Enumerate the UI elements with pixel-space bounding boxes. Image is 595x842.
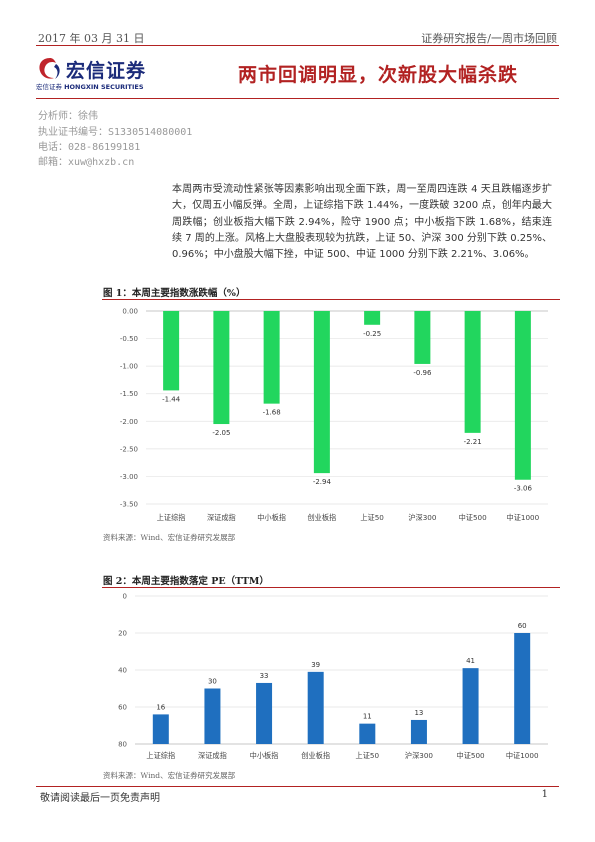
bar (462, 668, 479, 744)
change-bar-chart: 0.00 -0.50 -1.00 -1.50 -2.00 -2.50 -3.00 -3.50 -… (120, 308, 548, 522)
data-label: 39 (311, 661, 320, 669)
category-label: 深证成指 (198, 751, 227, 760)
data-label: -3.06 (514, 485, 533, 493)
analyst-name: 分析师：徐伟 (38, 111, 98, 122)
y-tick-label: 40 (118, 667, 127, 675)
company-logo: 宏信证券 宏信证券 HONGXIN SECURITIES (36, 56, 166, 92)
footer-divider (36, 786, 559, 787)
data-label: 41 (466, 657, 475, 665)
bar (163, 311, 180, 391)
data-label: 60 (518, 622, 527, 630)
category-label: 中证500 (459, 513, 488, 522)
y-tick-label: 80 (118, 741, 127, 749)
bar (464, 311, 481, 433)
category-label: 上证综指 (157, 513, 186, 522)
analyst-phone: 电话：028-86199181 (38, 142, 141, 153)
y-tick-label: -3.50 (120, 501, 138, 509)
page-number: 1 (541, 789, 548, 800)
data-label: -2.05 (212, 429, 230, 437)
pe-bar-chart: 0 20 40 60 80 16 上证综指 30 深证成指 33 中小板指 39 创业板指 11 上证50 1… (118, 593, 548, 760)
bar (263, 311, 280, 404)
bar (414, 311, 431, 364)
header-divider (36, 45, 559, 46)
category-label: 沪深300 (408, 513, 437, 522)
analyst-email: 邮箱：xuw@hxzb.cn (38, 157, 135, 168)
data-label: -2.94 (313, 478, 332, 486)
figure2-title: 图 2：本周主要指数落定 PE（TTM） (103, 576, 269, 587)
category-label: 中小板指 (257, 513, 286, 522)
title-divider (36, 98, 559, 99)
y-tick-label: -1.00 (120, 363, 138, 371)
bar (514, 633, 531, 744)
y-tick-label: -0.50 (120, 335, 138, 343)
figure1-title: 图 1：本周主要指数涨跌幅（%） (103, 288, 246, 299)
category-label: 中证500 (457, 751, 486, 760)
category-label: 创业板指 (301, 751, 330, 760)
report-type: 证券研究报告/一周市场回顾 (421, 32, 557, 45)
data-label: 13 (414, 709, 423, 717)
y-tick-label: -2.50 (120, 445, 138, 453)
figure2-source: 资料来源：Wind、宏信证券研究发展部 (103, 771, 236, 780)
y-tick-label: -2.00 (120, 418, 138, 426)
analyst-license: 执业证书编号：S1330514080001 (38, 127, 193, 138)
data-label: -1.68 (263, 409, 281, 417)
category-label: 深证成指 (207, 513, 236, 522)
bar (359, 723, 376, 744)
data-label: -0.25 (363, 330, 381, 338)
bar (307, 671, 324, 744)
logo-name: 宏信证券 (66, 60, 147, 82)
y-tick-label: -3.00 (120, 473, 138, 481)
bar (256, 682, 273, 744)
y-tick-label: 20 (118, 630, 127, 638)
y-tick-label: -1.50 (120, 390, 138, 398)
logo-mark-icon (39, 58, 60, 79)
bar (313, 311, 330, 474)
category-label: 中证1000 (506, 751, 539, 760)
category-label: 上证50 (360, 513, 384, 522)
data-label: 11 (363, 713, 372, 721)
bar (152, 714, 169, 744)
summary-paragraph: 本周两市受流动性紧张等因素影响出现全面下跌，周一至周四连跌 4 天且跌幅逐步扩大… (172, 184, 552, 261)
data-label: 16 (156, 703, 165, 711)
bar (204, 688, 221, 744)
category-label: 创业板指 (307, 513, 336, 522)
figure1-divider (102, 299, 560, 300)
y-tick-label: 60 (118, 704, 127, 712)
category-label: 上证综指 (146, 751, 175, 760)
category-label: 中证1000 (507, 513, 540, 522)
logo-tagline: 宏信证券 HONGXIN SECURITIES (36, 83, 144, 91)
data-label: 33 (260, 672, 269, 680)
bar (364, 311, 381, 325)
bar (514, 311, 531, 480)
data-label: -1.44 (162, 395, 181, 403)
report-date: 2017 年 03 月 31 日 (38, 32, 145, 45)
disclaimer-note: 敬请阅读最后一页免责声明 (40, 793, 160, 804)
category-label: 沪深300 (405, 751, 434, 760)
y-tick-label: 0 (123, 593, 127, 601)
y-tick-label: 0.00 (122, 308, 138, 316)
category-label: 上证50 (356, 751, 380, 760)
category-label: 中小板指 (250, 751, 279, 760)
data-label: 30 (208, 678, 217, 686)
bar (213, 311, 230, 425)
figure1-source: 资料来源：Wind、宏信证券研究发展部 (103, 533, 236, 542)
data-label: -0.96 (413, 369, 432, 377)
bar (410, 719, 427, 744)
figure2-divider (102, 587, 560, 588)
data-label: -2.21 (464, 438, 482, 446)
report-title: 两市回调明显，次新股大幅杀跌 (238, 64, 519, 86)
